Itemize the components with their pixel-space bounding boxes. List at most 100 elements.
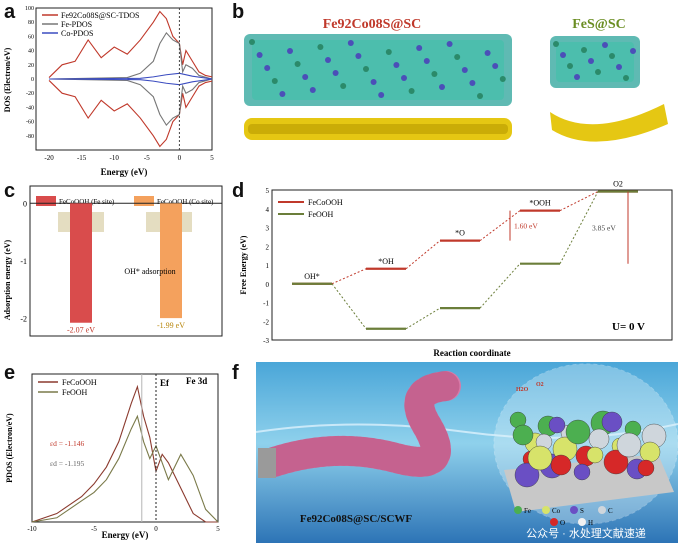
- atom: [401, 75, 407, 81]
- atom: [256, 52, 263, 58]
- adsorption-chart: FeCoOOH (Fe site) FeCoOOH (Co site) -2 -1…: [3, 185, 223, 337]
- legend-tdos: Fe92Co08S@SC-TDOS: [61, 11, 140, 20]
- catalyst-atom: [601, 411, 623, 433]
- atom: [378, 92, 385, 98]
- panel-label-d: d: [232, 180, 245, 202]
- species-label: OH*: [304, 272, 320, 281]
- species-label: *O: [455, 229, 465, 238]
- element-h: H: [588, 519, 593, 527]
- atom: [477, 93, 483, 99]
- catalyst-atom: [588, 428, 610, 450]
- catalyst-atom: [603, 449, 629, 475]
- d-band-center-fecooooh: εd = -1.146: [50, 439, 85, 448]
- y-tick-label: 0: [266, 281, 270, 289]
- atom: [287, 48, 293, 54]
- atom: [408, 88, 415, 94]
- legend-co-site: FeCoOOH (Co site): [157, 198, 214, 206]
- atom: [469, 80, 476, 86]
- atom: [355, 53, 362, 59]
- x-tick-label: 5: [210, 154, 214, 162]
- element-fe: Fe: [524, 507, 531, 515]
- species-label: *OH: [378, 257, 394, 266]
- atom: [616, 64, 622, 70]
- x-tick-label: -20: [44, 154, 54, 162]
- x-tick-label: -5: [144, 154, 150, 162]
- atom: [416, 45, 423, 51]
- x-tick-label: -5: [91, 525, 97, 533]
- legend-feooh: FeOOH: [62, 388, 88, 397]
- catalyst-atom: [573, 463, 591, 481]
- device-illustration: H2O O2 Fe Co S C O H Fe92Co08S@SC/SCWF 公…: [256, 362, 678, 543]
- fe92co08s-structure: [244, 34, 512, 140]
- legend-fecooooh: FeCoOOH: [308, 198, 343, 207]
- transition-line: [405, 307, 441, 330]
- energy-legend: FeCoOOH FeOOH: [278, 198, 343, 219]
- panel-label-f: f: [232, 362, 239, 384]
- y-axis-label: PDOS (Electron/eV): [5, 413, 14, 483]
- bar-value-label: -1.99 eV: [157, 321, 185, 330]
- atom: [553, 41, 559, 47]
- x-tick-label: 5: [216, 525, 220, 533]
- y-tick-label: -2: [20, 315, 27, 324]
- device-caption: Fe92Co08S@SC/SCWF: [300, 513, 413, 525]
- x-tick-label: -10: [110, 154, 120, 162]
- legend-fe-pdos: Fe-PDOS: [61, 20, 92, 29]
- atom: [363, 66, 369, 72]
- element-legend: Fe Co S C O H: [514, 506, 613, 527]
- catalyst-atom: [639, 441, 661, 463]
- atom: [567, 63, 573, 69]
- atom: [446, 41, 453, 47]
- y-tick-label: 4: [266, 206, 270, 214]
- y-tick-label: 0: [23, 199, 27, 208]
- y-tick-label: 60: [28, 34, 34, 40]
- watermark: 公众号 · 水处理文献速递: [526, 526, 646, 540]
- orbital-label: Fe 3d: [186, 376, 207, 386]
- x-axis-label: Energy (eV): [101, 167, 148, 177]
- adsorption-note: OH* adsorption: [124, 267, 175, 276]
- y-tick-label: -2: [263, 318, 269, 326]
- panel-label-b: b: [232, 1, 245, 23]
- atom: [332, 70, 339, 76]
- tag-h2o: H2O: [516, 387, 529, 393]
- transition-line: [405, 240, 441, 270]
- atom: [370, 79, 377, 85]
- atom: [423, 58, 430, 64]
- plot-frame: [271, 189, 673, 341]
- tag-o2: O2: [536, 382, 544, 388]
- atom: [574, 74, 580, 80]
- atom: [439, 84, 445, 90]
- dos-chart: -20 -15 -10 -5 0 5 -80 -60 -40 -20 0 20 40 60 80 100 Fe…: [3, 6, 214, 177]
- y-tick-label: -20: [26, 91, 34, 97]
- y-tick-label: 80: [28, 20, 34, 26]
- pdos-chart: FeCoOOH FeOOH Fe 3d -10 -5 0 5 Ef εd = -1.1…: [5, 373, 220, 540]
- y-tick-label: 3: [266, 225, 270, 233]
- atom: [294, 61, 301, 67]
- element-c: C: [608, 507, 613, 515]
- atom: [249, 39, 255, 45]
- catalyst-atom: [514, 462, 540, 488]
- atom: [393, 62, 400, 68]
- atom: [602, 42, 608, 48]
- transition-line: [331, 268, 367, 285]
- panel-label-c: c: [4, 180, 16, 202]
- y-tick-label: -40: [26, 105, 34, 111]
- atom: [279, 91, 286, 97]
- structure-title-right: FeS@SC: [572, 17, 625, 32]
- fe-pdos-spin-down-line: [49, 78, 213, 127]
- panel-label-e: e: [4, 362, 16, 384]
- structure-title-left: Fe92Co08S@SC: [323, 17, 422, 32]
- plot-frame: [31, 373, 219, 523]
- element-co: Co: [552, 507, 561, 515]
- atom: [609, 53, 615, 59]
- y-axis-label: Adsorption energy (eV): [3, 239, 12, 320]
- atom: [484, 50, 491, 56]
- x-axis-label: Reaction coordinate: [433, 348, 510, 358]
- transition-line: [479, 263, 521, 309]
- charge-density-figure: Fe92Co08S@SC FeS@SC: [244, 17, 668, 142]
- atom: [588, 58, 594, 64]
- atom: [302, 74, 309, 80]
- tdos-spin-down-line: [48, 80, 213, 148]
- atom: [492, 63, 499, 69]
- co-pdos-spin-down-line: [49, 78, 213, 86]
- x-axis-label: Energy (eV): [102, 530, 149, 540]
